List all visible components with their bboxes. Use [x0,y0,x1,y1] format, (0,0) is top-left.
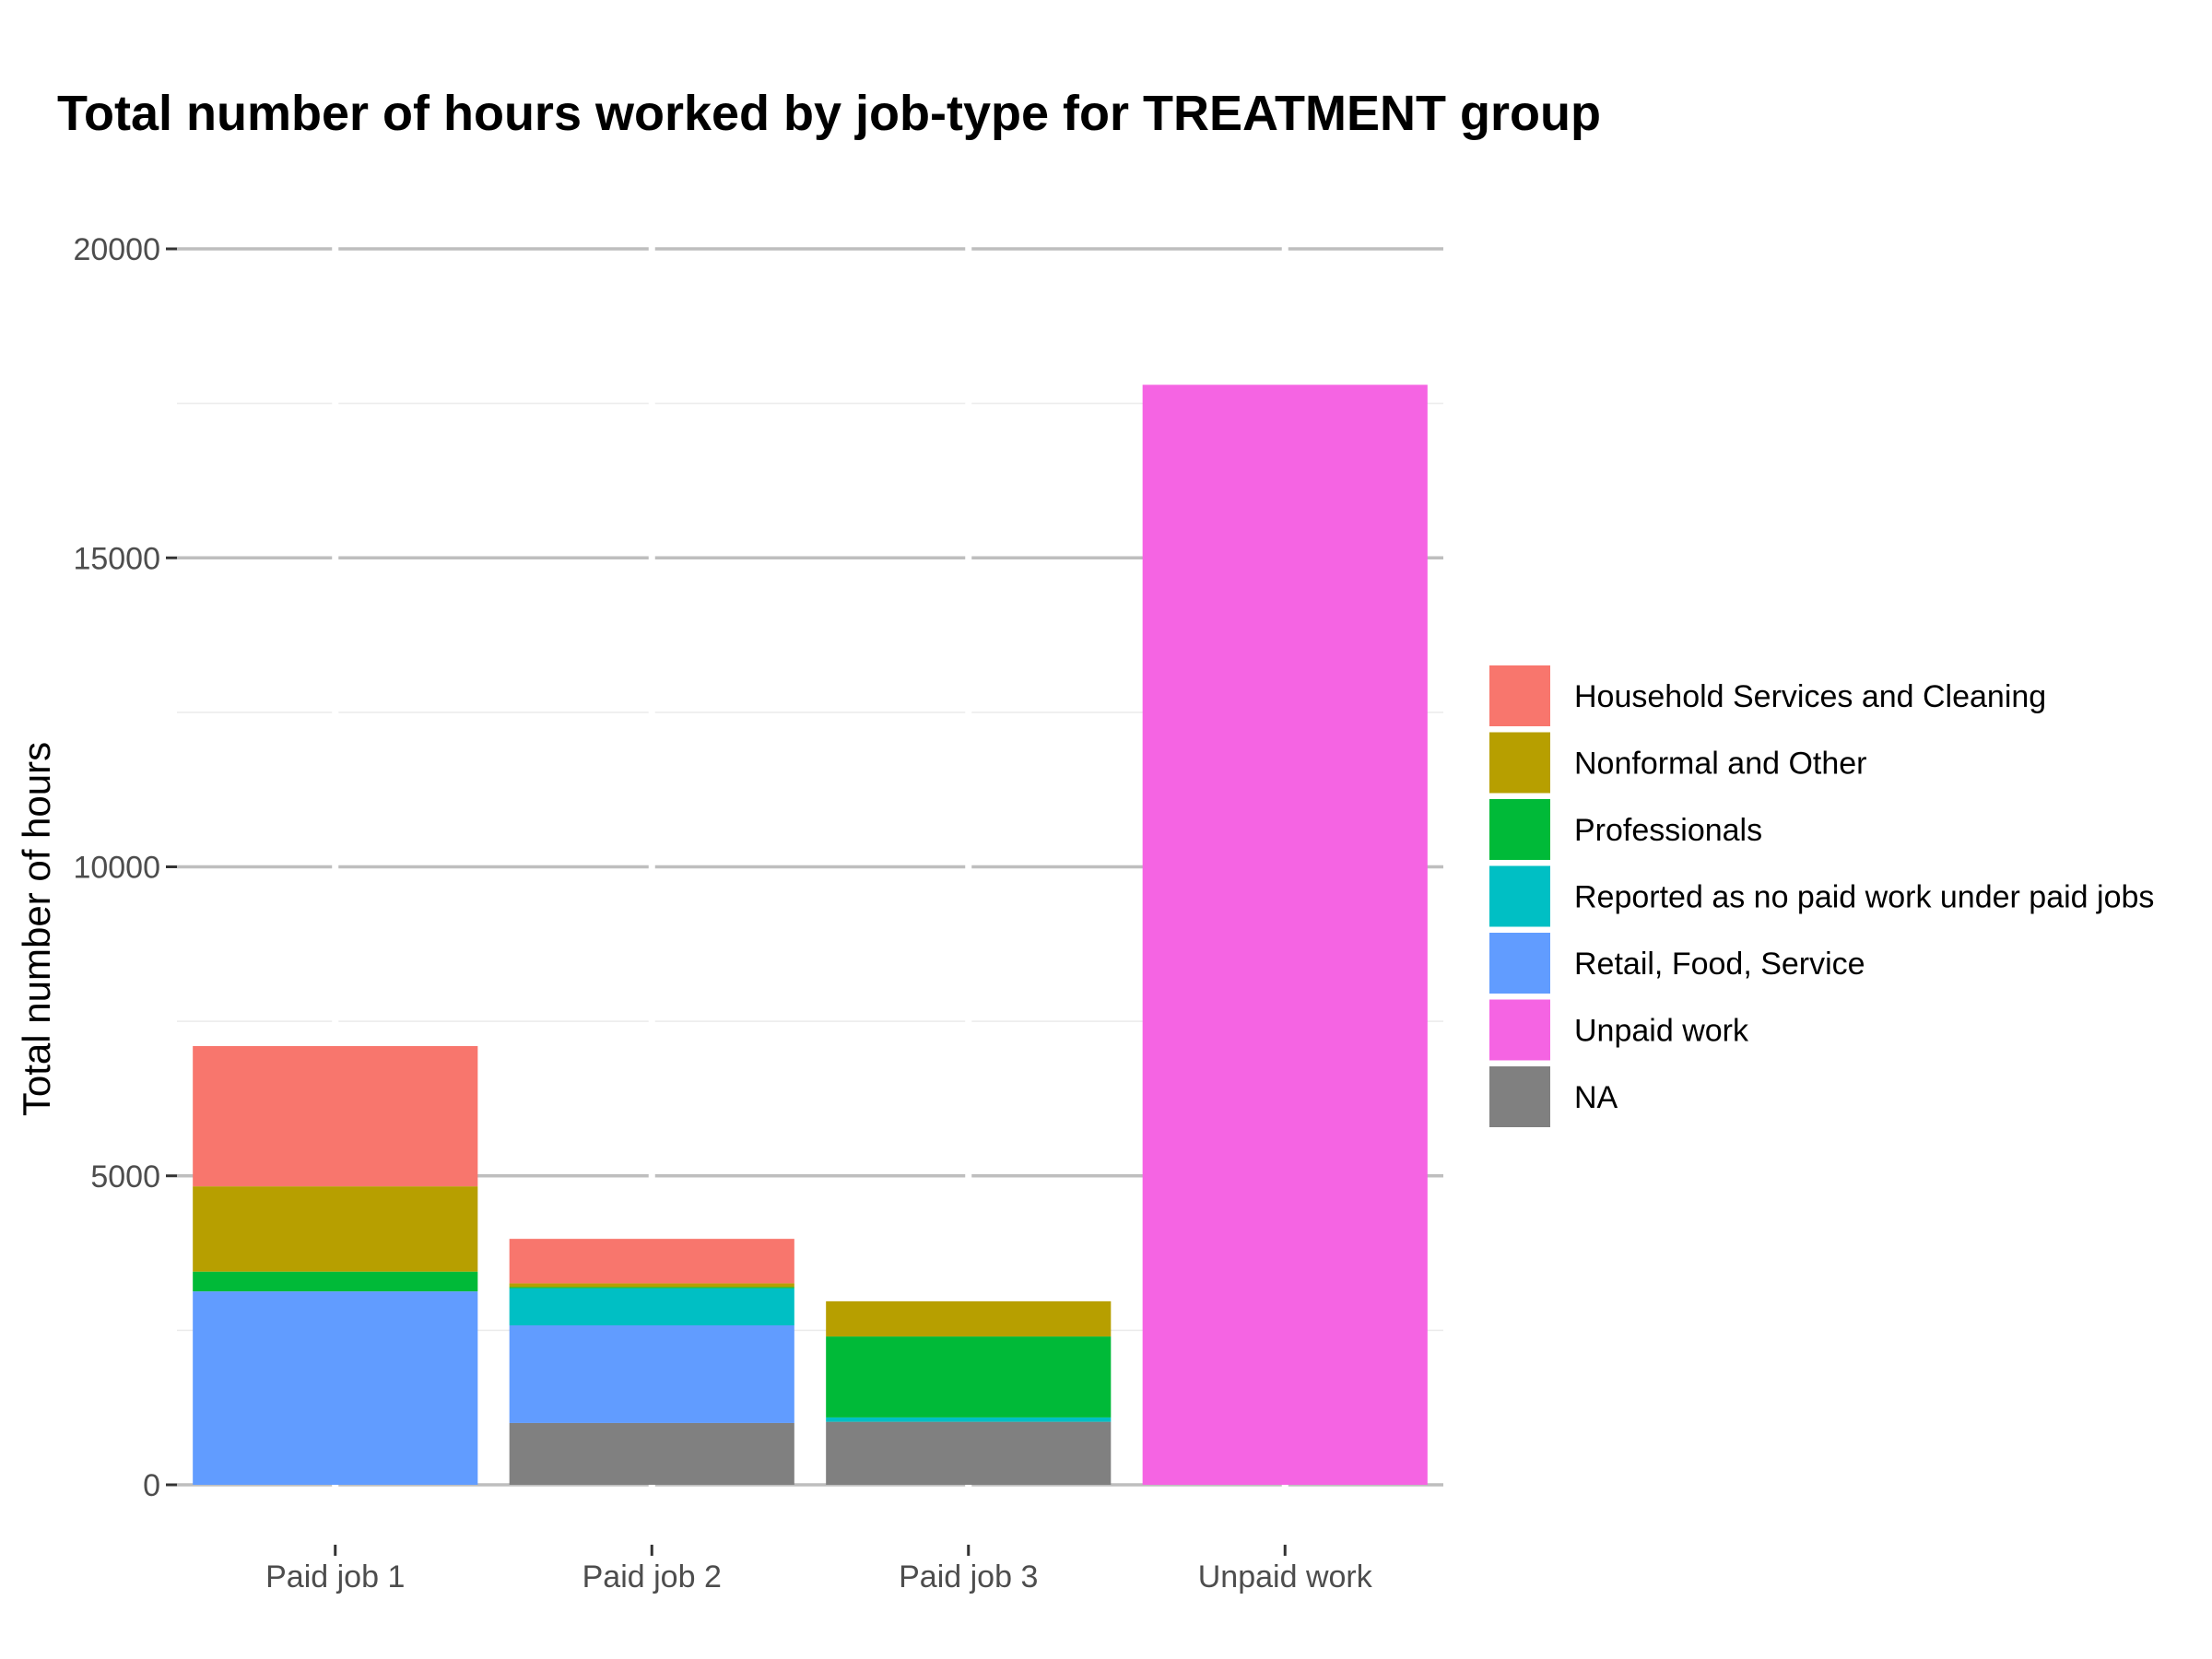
bar-paid-job-1-nonformal-and-other [193,1186,478,1272]
bar-paid-job-3-na [826,1421,1112,1485]
y-tick-label: 20000 [73,232,160,267]
y-tick-label: 15000 [73,541,160,576]
y-tick-label: 5000 [90,1159,160,1194]
x-tick-label: Paid job 1 [265,1559,405,1594]
x-tick-label: Paid job 3 [899,1559,1038,1594]
legend-label-nonformal-and-other: Nonformal and Other [1574,747,1867,782]
legend-label-professionals: Professionals [1574,813,1762,848]
bar-paid-job-2-na [509,1422,794,1485]
bar-paid-job-1-professionals [193,1271,478,1292]
chart-title: Total number of hours worked by job-type… [57,86,1601,141]
axis-layer: 0 5000 10000 15000 20000 Paid job 1 Paid job 2… [73,232,1372,1594]
y-tick-label: 0 [143,1468,160,1503]
legend-key-household-services-and-cleaning [1489,665,1550,726]
y-axis-title: Total number of hours [15,742,58,1116]
legend-label-reported-as-no-paid-work-under-paid-jobs: Reported as no paid work under paid jobs [1574,880,2154,915]
bars-layer [193,384,1428,1485]
legend-key-retail-food-service [1489,933,1550,994]
bar-paid-job-1-household-services-and-cleaning [193,1045,478,1187]
x-tick-label: Paid job 2 [582,1559,722,1594]
bar-paid-job-1-retail-food-service [193,1291,478,1485]
bar-paid-job-3-professionals [826,1336,1112,1418]
legend-key-nonformal-and-other [1489,732,1550,794]
legend-key-reported-as-no-paid-work-under-paid-jobs [1489,865,1550,927]
y-tick-label: 10000 [73,851,160,886]
bar-paid-job-2-professionals [509,1287,794,1288]
x-tick-label: Unpaid work [1198,1559,1373,1594]
legend-label-unpaid-work: Unpaid work [1574,1014,1749,1049]
legend-key-unpaid-work [1489,999,1550,1061]
legend-key-na [1489,1066,1550,1127]
bar-paid-job-3-nonformal-and-other [826,1300,1112,1337]
bar-paid-job-2-household-services-and-cleaning [509,1239,794,1284]
legend-key-professionals [1489,799,1550,860]
bar-paid-job-2-retail-food-service [509,1325,794,1423]
bar-paid-job-2-reported-as-no-paid-work-under-paid-jobs [509,1288,794,1326]
bar-unpaid-work-unpaid-work [1142,384,1428,1485]
legend: Household Services and Cleaning Nonformal… [1489,665,2154,1127]
legend-label-na: NA [1574,1080,1618,1115]
legend-label-household-services-and-cleaning: Household Services and Cleaning [1574,679,2046,714]
legend-label-retail-food-service: Retail, Food, Service [1574,947,1865,982]
bar-paid-job-2-nonformal-and-other [509,1283,794,1288]
bar-paid-job-3-reported-as-no-paid-work-under-paid-jobs [826,1417,1112,1422]
